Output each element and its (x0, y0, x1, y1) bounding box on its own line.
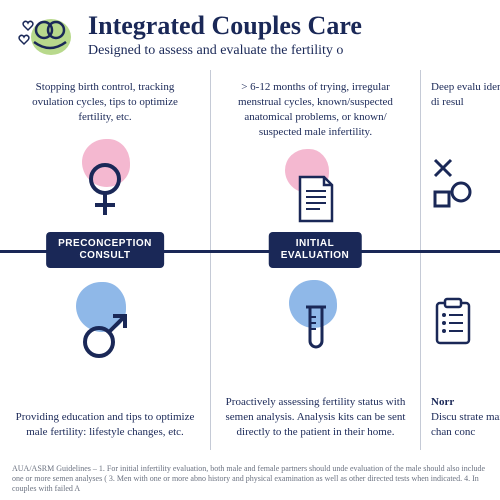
icon-area (14, 270, 196, 402)
page-title: Integrated Couples Care (88, 12, 484, 41)
cell-text: Stopping birth control, tracking ovulati… (14, 80, 196, 125)
icon-area (225, 270, 406, 387)
stage-preconception: PRECONCEPTIONCONSULT (46, 232, 164, 268)
cell-text: Norr Discu strate maxi chan conc (431, 381, 500, 440)
xo-shapes-icon (431, 154, 481, 214)
cell-bottom-left: Providing education and tips to optimize… (0, 260, 210, 450)
clipboard-icon (431, 295, 475, 347)
cell-bottom-right: Norr Discu strate maxi chan conc (420, 260, 500, 450)
cell-top-right: Deep evalu ident in di resul (420, 70, 500, 260)
cell-text: Deep evalu ident in di resul (431, 80, 500, 110)
cell-text: Proactively assessing fertility status w… (225, 395, 406, 440)
cell-text: > 6-12 months of trying, irregular menst… (225, 80, 406, 139)
header: Integrated Couples Care Designed to asse… (0, 0, 500, 70)
cell-heading: Norr (431, 396, 454, 408)
document-icon (294, 173, 338, 225)
title-block: Integrated Couples Care Designed to asse… (88, 12, 484, 59)
male-symbol-icon (77, 308, 133, 364)
icon-area (431, 270, 500, 373)
cell-text: Providing education and tips to optimize… (14, 410, 196, 440)
icon-area (431, 118, 500, 250)
test-tube-icon (296, 301, 336, 357)
cell-bottom-mid: Proactively assessing fertility status w… (210, 260, 420, 450)
page-subtitle: Designed to assess and evaluate the fert… (88, 43, 484, 59)
female-symbol-icon (80, 161, 130, 221)
footer-guidelines: AUA/ASRM Guidelines – 1. For initial inf… (12, 464, 488, 494)
stage-initial-eval: INITIALEVALUATION (269, 232, 362, 268)
logo (16, 12, 76, 62)
